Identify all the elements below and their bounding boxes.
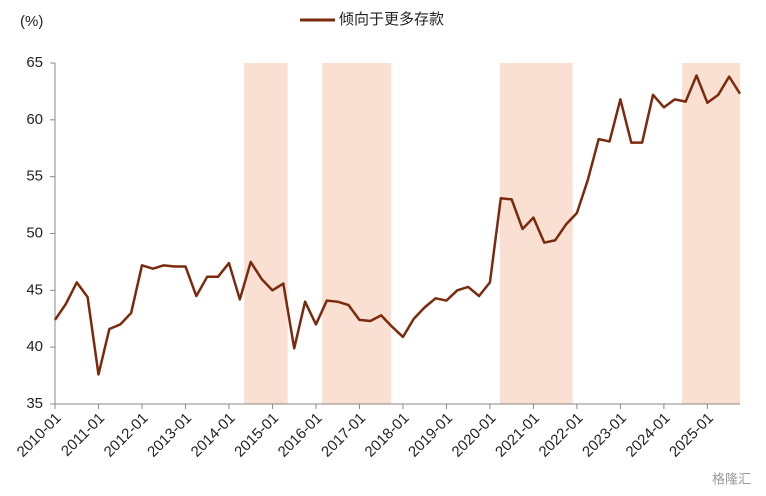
x-tick-label: 2025-01 <box>666 410 717 461</box>
shaded-period <box>682 63 740 404</box>
shaded-period <box>244 63 288 404</box>
shaded-period <box>499 63 573 404</box>
y-tick-label: 50 <box>26 224 43 241</box>
plot-area: 35 40 45 50 55 60 65 2010-012011-012012-012013-… <box>14 54 742 461</box>
x-tick-label: 2019-01 <box>405 410 456 461</box>
y-tick-label: 55 <box>26 168 43 185</box>
data-line <box>53 74 742 376</box>
x-tick-label: 2012-01 <box>101 410 152 461</box>
x-tick-label: 2011-01 <box>58 410 108 460</box>
x-tick-label: 2013-01 <box>144 410 195 461</box>
y-tick-label: 45 <box>26 281 43 298</box>
x-tick-label: 2020-01 <box>449 410 500 461</box>
x-tick-label: 2010-01 <box>14 410 65 461</box>
x-tick-label: 2016-01 <box>275 410 326 461</box>
y-tick-label: 65 <box>26 54 43 71</box>
x-tick-label: 2022-01 <box>536 410 587 461</box>
x-tick-label: 2023-01 <box>579 410 630 461</box>
x-tick-label: 2014-01 <box>188 410 239 461</box>
x-tick-label: 2021-01 <box>492 410 543 461</box>
y-axis-label: (%) <box>20 13 43 30</box>
x-tick-label: 2017-01 <box>318 410 369 461</box>
y-tick-label: 35 <box>26 395 43 412</box>
y-tick-label: 60 <box>26 111 43 128</box>
x-tick-label: 2018-01 <box>362 410 413 461</box>
legend-label: 倾向于更多存款 <box>339 11 444 28</box>
x-tick-label: 2024-01 <box>623 410 674 461</box>
watermark: 格隆汇 <box>712 471 751 486</box>
shaded-period <box>322 63 392 404</box>
x-tick-label: 2015-01 <box>231 410 282 461</box>
y-tick-label: 40 <box>26 338 43 355</box>
